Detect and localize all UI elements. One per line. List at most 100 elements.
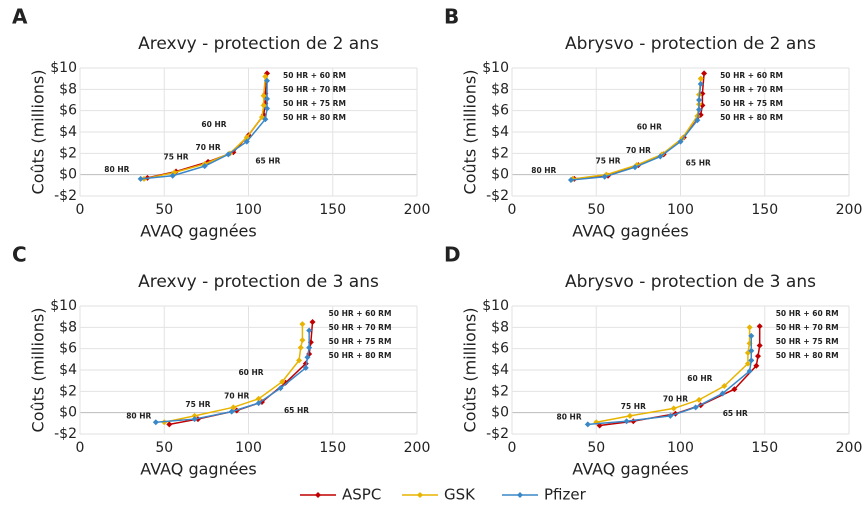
y-tick-label: $2	[59, 145, 77, 161]
annotation: 50 HR + 70 RM	[283, 85, 346, 94]
x-tick-label: 100	[667, 440, 694, 456]
y-tick-label: -$2	[486, 426, 509, 442]
y-tick-label: $8	[59, 81, 77, 97]
y-tick-label: -$2	[54, 188, 77, 204]
y-tick-label: -$2	[486, 188, 509, 204]
point	[719, 390, 726, 397]
point	[243, 138, 250, 145]
y-tick-label: $6	[59, 341, 77, 357]
y-tick-label: $10	[482, 60, 509, 76]
annotation: 50 HR + 75 RM	[776, 337, 839, 346]
point	[166, 421, 173, 428]
point	[306, 344, 313, 351]
y-axis-label: Coûts (millions)	[29, 70, 48, 195]
legend-label: GSK	[444, 486, 476, 504]
point	[279, 378, 286, 385]
x-tick-label: 50	[587, 202, 605, 218]
point	[670, 405, 677, 412]
point	[191, 412, 198, 419]
annotation: 50 HR + 80 RM	[329, 351, 392, 360]
legend-marker	[315, 492, 321, 498]
point	[309, 319, 316, 325]
y-axis-label: Coûts (millions)	[461, 70, 480, 195]
point	[567, 177, 574, 183]
point	[677, 138, 684, 145]
chart-title: Arexvy - protection de 2 ans	[138, 34, 379, 54]
point	[696, 106, 703, 113]
annotation: 50 HR + 80 RM	[283, 113, 346, 122]
legend-label: ASPC	[342, 486, 381, 504]
annotation: 50 HR + 70 RM	[329, 323, 392, 332]
point	[584, 421, 591, 428]
annotation: 50 HR + 75 RM	[283, 99, 346, 108]
annotation: 75 HR	[621, 402, 646, 411]
annotation: 50 HR + 60 RM	[720, 71, 783, 80]
point	[277, 385, 284, 392]
x-tick-label: 0	[76, 440, 85, 456]
annotation: 80 HR	[126, 411, 151, 420]
annotation: 75 HR	[185, 400, 210, 409]
point	[296, 357, 303, 364]
point	[264, 77, 271, 84]
x-tick-label: 100	[235, 440, 262, 456]
point	[746, 368, 753, 375]
point	[756, 323, 763, 330]
point	[137, 175, 144, 182]
x-tick-label: 50	[587, 440, 605, 456]
annotation: 50 HR + 60 RM	[283, 71, 346, 80]
annotation: 50 HR + 60 RM	[329, 309, 392, 318]
x-tick-label: 100	[667, 202, 694, 218]
point	[201, 163, 208, 170]
x-tick-label: 0	[508, 440, 517, 456]
annotation: 60 HR	[687, 374, 712, 383]
y-tick-label: $0	[59, 405, 77, 421]
point	[692, 404, 699, 411]
y-axis-label: Coûts (millions)	[461, 308, 480, 433]
y-tick-label: $2	[59, 383, 77, 399]
point	[306, 327, 313, 334]
point	[697, 75, 704, 82]
x-axis-label: AVAQ gagnées	[140, 222, 256, 241]
point	[304, 354, 311, 361]
annotation: 50 HR + 70 RM	[720, 85, 783, 94]
point	[756, 342, 763, 349]
chart-title: Arexvy - protection de 3 ans	[138, 272, 379, 292]
annotation: 50 HR + 80 RM	[776, 351, 839, 360]
y-tick-label: $10	[50, 298, 77, 314]
y-tick-label: -$2	[54, 426, 77, 442]
panel-letter: B	[444, 5, 459, 29]
annotation: 75 HR	[163, 152, 188, 161]
y-tick-label: $10	[50, 60, 77, 76]
point	[632, 164, 639, 171]
point	[696, 97, 703, 103]
annotation: 70 HR	[196, 143, 221, 152]
annotation: 60 HR	[637, 122, 662, 131]
y-tick-label: $8	[59, 319, 77, 335]
point	[697, 81, 704, 87]
chart-title: Abrysvo - protection de 3 ans	[565, 272, 816, 292]
y-tick-label: $4	[59, 124, 77, 140]
point	[228, 408, 235, 415]
chart-title: Abrysvo - protection de 2 ans	[565, 34, 816, 54]
legend-marker	[517, 492, 523, 498]
x-axis-label: AVAQ gagnées	[572, 222, 688, 241]
y-tick-label: $6	[59, 103, 77, 119]
point	[694, 117, 701, 124]
x-tick-label: 50	[155, 202, 173, 218]
point	[297, 344, 304, 351]
x-axis-label: AVAQ gagnées	[140, 460, 256, 479]
y-tick-label: $4	[491, 124, 509, 140]
annotation: 65 HR	[255, 156, 280, 165]
x-tick-label: 200	[836, 440, 863, 456]
x-tick-label: 100	[235, 202, 262, 218]
point	[748, 347, 755, 354]
annotation: 65 HR	[284, 406, 309, 415]
point	[748, 357, 755, 364]
x-tick-label: 150	[319, 202, 346, 218]
point	[255, 400, 262, 407]
point	[601, 173, 608, 180]
x-axis-label: AVAQ gagnées	[572, 460, 688, 479]
x-tick-label: 0	[508, 202, 517, 218]
annotation: 50 HR + 80 RM	[720, 113, 783, 122]
